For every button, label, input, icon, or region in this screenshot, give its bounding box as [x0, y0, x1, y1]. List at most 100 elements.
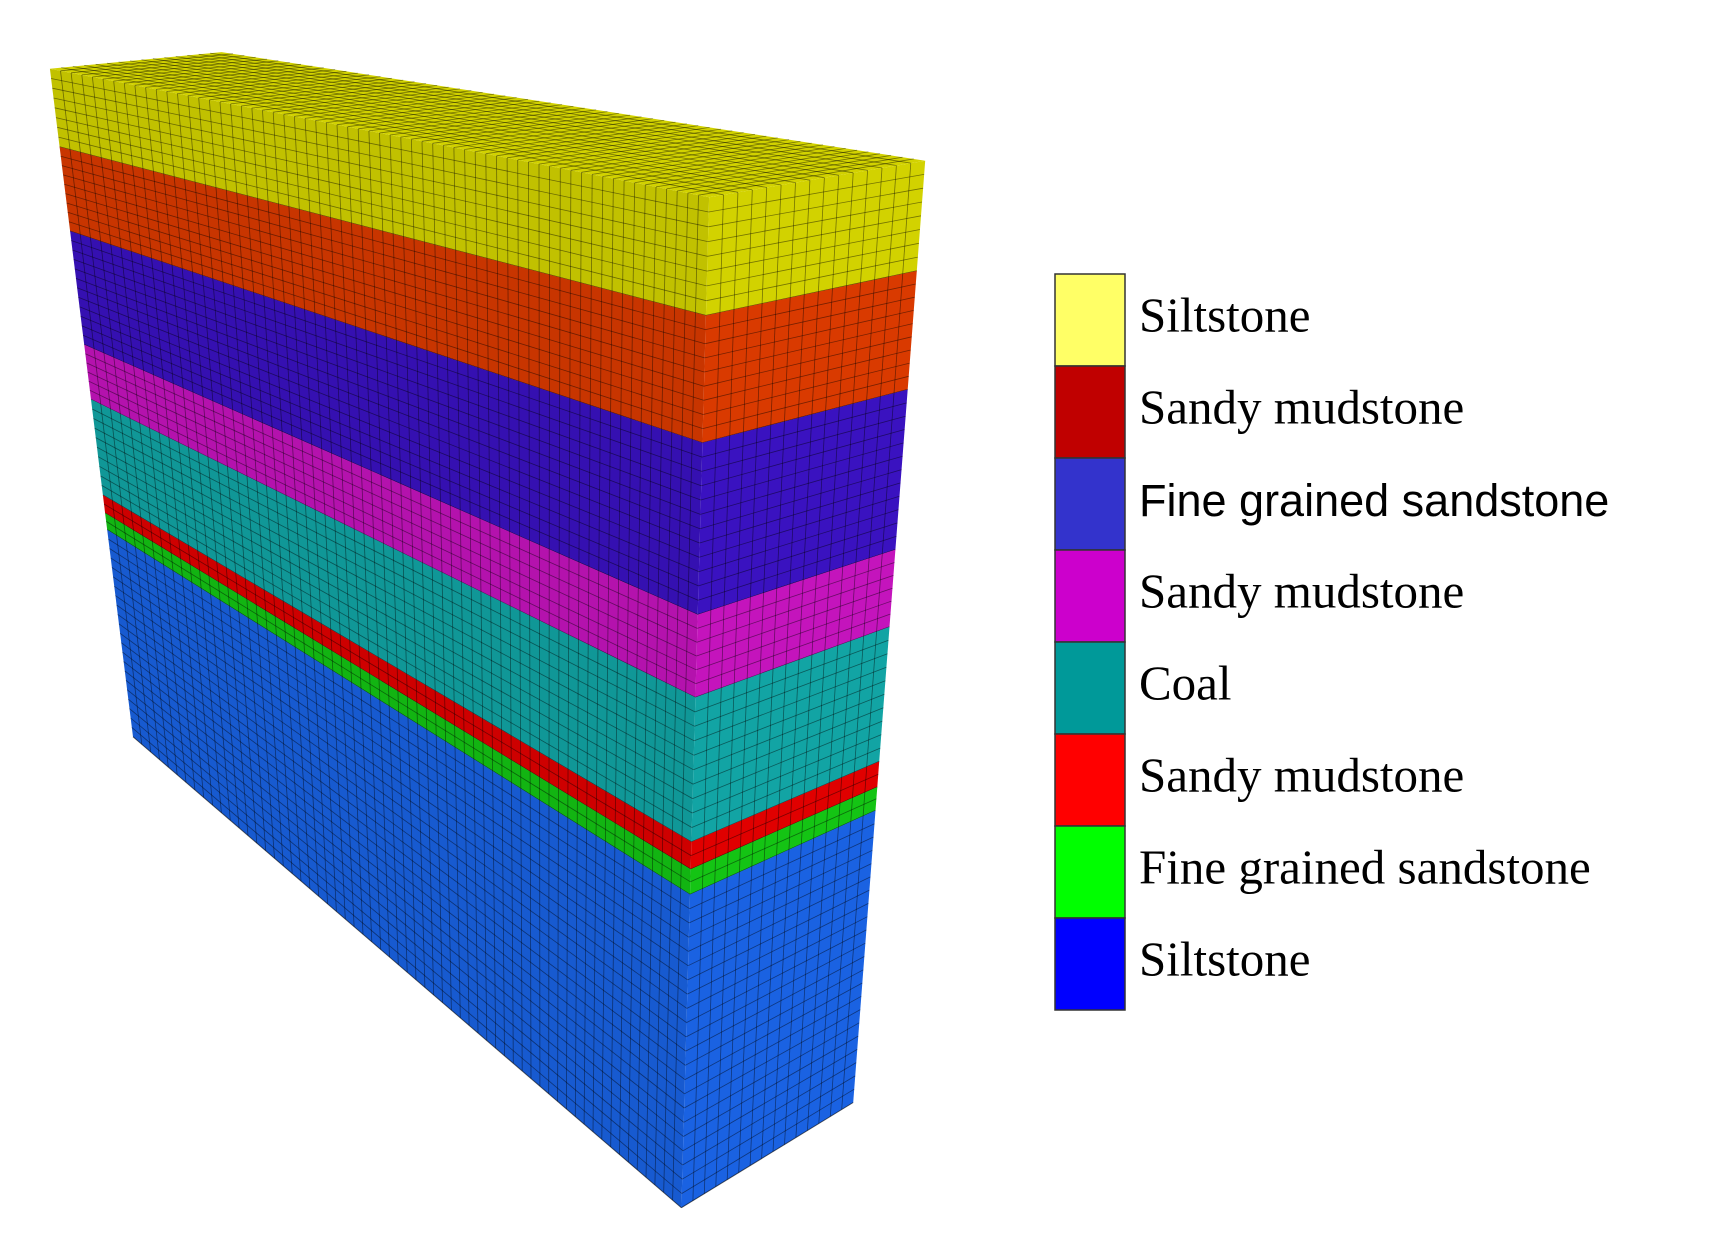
legend-swatch	[1054, 549, 1126, 643]
mesh-line	[726, 187, 768, 1180]
legend: Siltstone Sandy mudstone Fine grained sand…	[1054, 273, 1609, 1011]
mesh-line	[692, 194, 724, 1201]
legend-label: Siltstone	[1139, 287, 1311, 342]
side-layer	[697, 389, 908, 615]
mesh-line	[118, 61, 796, 183]
mesh-line	[86, 362, 698, 643]
layer-boundary	[102, 494, 692, 843]
mesh-line	[64, 183, 705, 373]
mesh-line	[198, 97, 258, 844]
mesh-line	[705, 283, 916, 330]
mesh-line	[693, 680, 886, 756]
front-layer	[70, 231, 703, 615]
mesh-line	[645, 188, 667, 1178]
mesh-line	[262, 86, 449, 111]
mesh-line	[92, 58, 268, 78]
mesh-line	[698, 522, 898, 587]
mesh-line	[560, 135, 767, 169]
mesh-line	[81, 56, 256, 76]
mesh-line	[89, 389, 696, 684]
mesh-line	[219, 101, 275, 859]
mesh-line	[336, 99, 529, 126]
mesh-line	[230, 103, 284, 866]
mesh-line	[102, 79, 178, 775]
layer-boundary	[132, 736, 682, 1209]
mesh-line	[681, 1075, 856, 1180]
mesh-line	[305, 93, 495, 119]
mesh-line	[687, 156, 903, 194]
mesh-line	[272, 112, 320, 897]
mesh-line	[583, 174, 593, 1125]
mesh-line	[379, 106, 574, 134]
mesh-line	[103, 503, 692, 856]
shade	[49, 68, 710, 316]
mesh-line	[696, 575, 894, 643]
front-layer	[107, 529, 690, 1208]
side-layer	[691, 626, 890, 842]
front-layer	[91, 399, 696, 842]
mesh-line	[81, 325, 699, 587]
front-layer	[59, 146, 706, 443]
mesh-line	[72, 66, 738, 193]
mesh-line	[78, 296, 700, 544]
shade	[59, 146, 706, 443]
side-layer	[690, 761, 880, 870]
mesh-line	[294, 92, 483, 117]
mesh-line	[76, 287, 701, 530]
mesh-line	[368, 130, 399, 965]
mesh-line	[517, 159, 523, 1072]
mesh-line	[738, 184, 782, 1173]
mesh-line	[126, 689, 684, 1137]
mesh-line	[117, 614, 687, 1023]
mesh-line	[570, 137, 778, 171]
mesh-line	[684, 995, 862, 1095]
mesh-line	[703, 349, 911, 401]
mesh-line	[70, 72, 152, 753]
mesh-line	[696, 587, 893, 657]
mesh-line	[619, 182, 636, 1155]
mesh-line	[697, 562, 895, 629]
mesh-line	[421, 113, 619, 142]
mesh-line	[706, 256, 918, 302]
mesh-line	[188, 74, 370, 96]
mesh-line	[645, 149, 858, 186]
mesh-line	[109, 548, 690, 924]
mesh-line	[566, 170, 572, 1110]
mesh-line	[368, 104, 563, 132]
mesh-line	[251, 85, 438, 109]
mesh-line	[749, 182, 796, 1166]
mesh-line	[124, 63, 302, 84]
mesh-line	[379, 132, 408, 973]
mesh-line	[507, 127, 710, 159]
mesh-line	[283, 114, 328, 904]
shade	[107, 529, 690, 1208]
mesh-line	[67, 211, 704, 415]
mesh-line	[79, 306, 700, 558]
mesh-line	[699, 495, 900, 558]
mesh-line	[538, 164, 541, 1087]
mesh-line	[357, 128, 390, 958]
mesh-line	[129, 708, 683, 1166]
mesh-line	[61, 165, 706, 345]
mesh-line	[51, 78, 709, 213]
mesh-line	[209, 77, 392, 101]
mesh-line	[464, 120, 665, 150]
mesh-line	[113, 585, 688, 981]
legend-swatch	[1054, 273, 1126, 367]
mesh-line	[325, 122, 364, 935]
mesh-line	[122, 651, 686, 1080]
shade	[70, 231, 703, 615]
mesh-line	[701, 415, 906, 472]
mesh-line	[685, 956, 865, 1052]
mesh-line	[707, 229, 920, 272]
mesh-line	[71, 55, 245, 74]
mesh-line	[549, 134, 756, 167]
mesh-line	[443, 116, 642, 146]
mesh-line	[683, 1035, 859, 1137]
mesh-line	[464, 149, 479, 1034]
mesh-line	[347, 100, 540, 128]
mesh-line	[707, 201, 923, 242]
mesh-line	[699, 482, 901, 544]
legend-swatch	[1054, 457, 1126, 551]
